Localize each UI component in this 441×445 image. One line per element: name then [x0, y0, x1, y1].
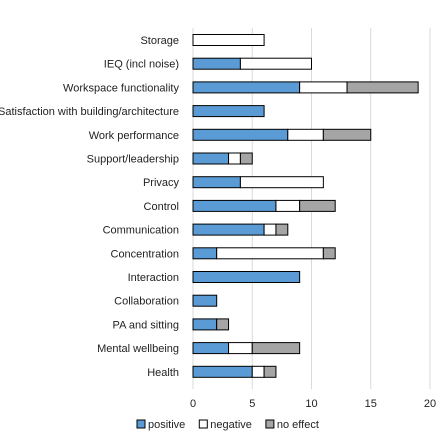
category-label: Privacy	[143, 177, 180, 189]
legend-label-no-effect: no effect	[277, 419, 319, 431]
category-label: Mental wellbeing	[97, 343, 179, 355]
bar-segment-negative	[299, 81, 348, 94]
x-tick-label-20: 20	[424, 398, 436, 410]
bar-segment-positive	[192, 81, 301, 94]
bar-segment-positive	[192, 199, 277, 212]
x-tick-labels: 0 5 10 15 20	[190, 398, 436, 410]
legend-swatch-no-effect	[265, 419, 275, 429]
category-label: Satisfaction with building/architecture	[0, 106, 179, 118]
bar-segment-positive	[192, 128, 289, 141]
bar-segment-negative	[263, 223, 277, 236]
bar-segment-negative	[239, 176, 324, 189]
bar-segment-positive	[192, 365, 253, 378]
category-label: Concentration	[111, 248, 180, 260]
bar-segment-positive	[192, 318, 218, 331]
category-label: Communication	[103, 225, 179, 237]
bar-segment-positive	[192, 223, 265, 236]
bar-segment-no-effect	[346, 81, 419, 94]
bar-segment-positive	[192, 176, 241, 189]
bar-segment-positive	[192, 57, 241, 70]
bar-segment-no-effect	[239, 152, 253, 165]
bar-segment-no-effect	[322, 128, 372, 141]
legend-swatch-negative	[198, 419, 208, 429]
bars	[192, 34, 419, 378]
bar-segment-positive	[192, 342, 230, 355]
legend-label-positive: positive	[148, 419, 185, 431]
bar-segment-no-effect	[263, 365, 277, 378]
bar-segment-no-effect	[251, 342, 301, 355]
bar-segment-negative	[239, 57, 312, 70]
legend-swatch-positive	[136, 419, 146, 429]
bar-segment-negative	[275, 199, 301, 212]
x-tick-label-15: 15	[365, 398, 377, 410]
category-label: IEQ (incl noise)	[104, 59, 179, 71]
bar-segment-negative	[192, 34, 265, 46]
bar-segment-positive	[192, 152, 230, 165]
legend-label-negative: negative	[210, 419, 252, 431]
bar-segment-no-effect	[275, 223, 289, 236]
legend: positive negative no effect	[136, 419, 319, 431]
x-tick-label-10: 10	[305, 398, 317, 410]
category-label: Collaboration	[114, 296, 179, 308]
bar-segment-negative	[287, 128, 324, 141]
bar-segment-positive	[192, 294, 218, 307]
bar-segment-positive	[192, 105, 265, 118]
category-label: Workspace functionality	[63, 82, 179, 94]
x-tick-label-5: 5	[249, 398, 255, 410]
category-label: Support/leadership	[87, 154, 179, 166]
x-tick-label-0: 0	[190, 398, 196, 410]
category-labels: Storage IEQ (incl noise) Workspace functio…	[0, 35, 179, 379]
bar-segment-no-effect	[299, 199, 336, 212]
bar-segment-negative	[216, 247, 324, 260]
bar-segment-positive	[192, 247, 218, 260]
bar-segment-no-effect	[216, 318, 230, 331]
category-label: PA and sitting	[113, 319, 179, 331]
category-label: Storage	[140, 35, 179, 47]
category-label: Health	[147, 367, 179, 379]
bar-segment-no-effect	[322, 247, 336, 260]
bar-segment-negative	[228, 342, 253, 355]
bar-segment-negative	[228, 152, 241, 165]
bar-segment-positive	[192, 271, 301, 283]
category-label: Interaction	[128, 272, 179, 284]
bar-segment-negative	[251, 365, 265, 378]
category-label: Control	[144, 201, 179, 213]
category-label: Work performance	[89, 130, 179, 142]
